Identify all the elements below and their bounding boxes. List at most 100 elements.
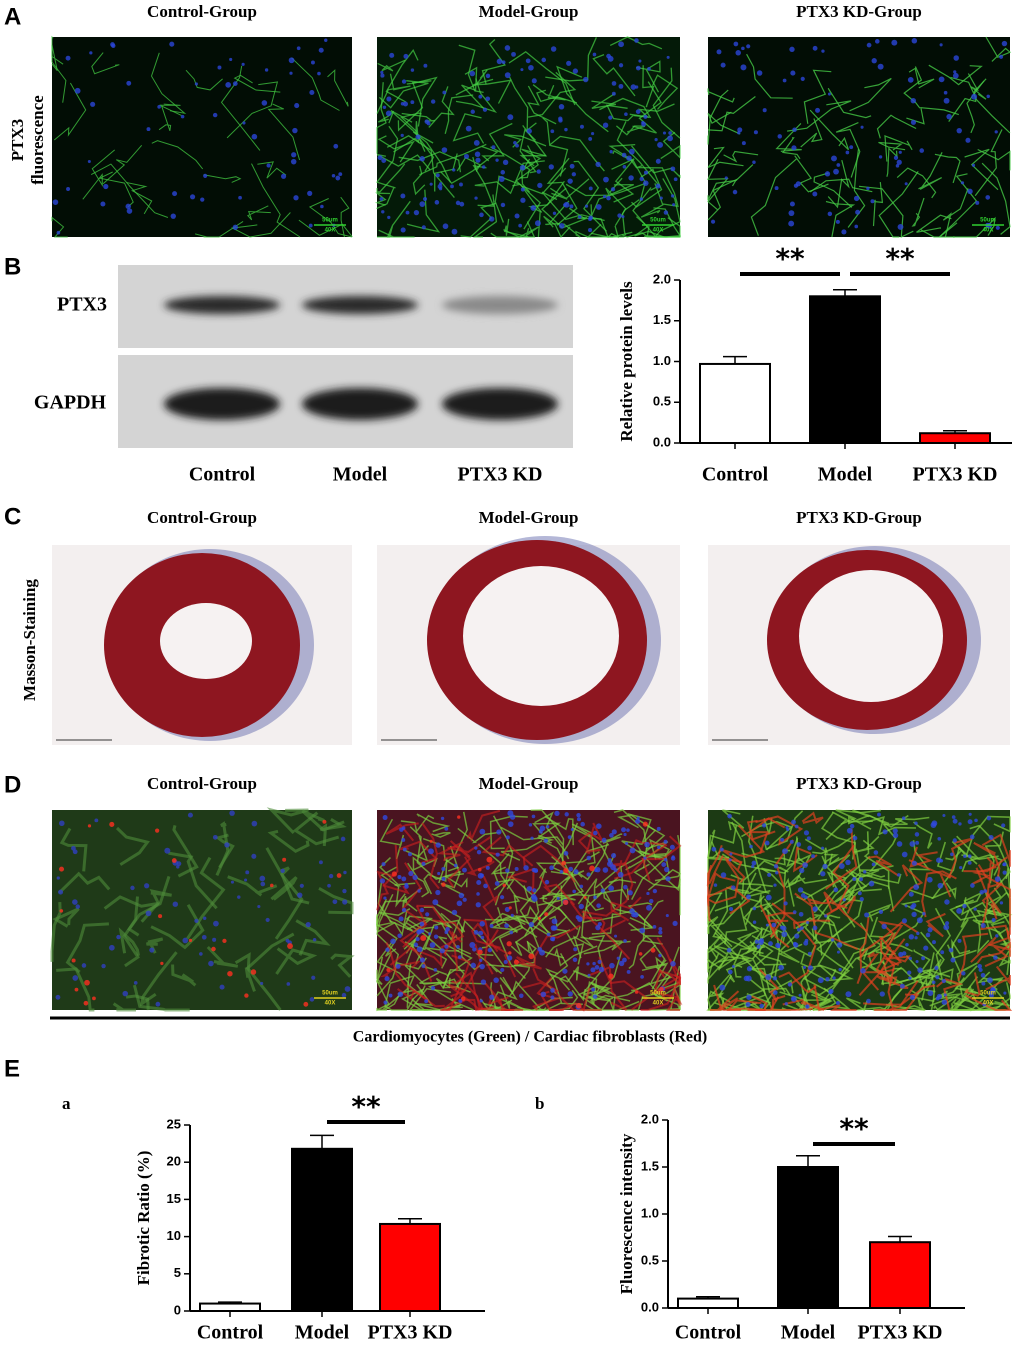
fiber [953, 1005, 1001, 1011]
nucleus [874, 39, 880, 44]
nucleus [937, 882, 944, 889]
nucleus [753, 130, 758, 135]
fiber [707, 892, 764, 955]
nucleus [286, 982, 291, 986]
fiber [742, 872, 762, 908]
fiber [975, 890, 1003, 917]
nucleus [634, 990, 639, 994]
nucleus [943, 90, 948, 95]
nucleus [614, 934, 618, 938]
fiber [542, 892, 579, 930]
nucleus [493, 977, 499, 983]
blot-label: GAPDH [34, 392, 107, 414]
fiber [598, 956, 649, 1011]
nucleus [259, 875, 266, 882]
nucleus [596, 903, 601, 908]
nucleus [72, 975, 79, 981]
fiber [102, 144, 143, 185]
nucleus [397, 991, 404, 997]
fiber [788, 874, 828, 886]
nucleus [639, 197, 644, 201]
nucleus [444, 944, 449, 949]
nucleus [433, 968, 438, 972]
fiber [292, 811, 340, 846]
nucleus [459, 182, 463, 187]
nucleus [927, 990, 934, 996]
nucleus [773, 883, 777, 887]
nucleus [1003, 991, 1007, 995]
nucleus [803, 940, 809, 946]
nucleus [518, 223, 523, 228]
nucleus [931, 980, 936, 985]
nucleus [401, 907, 407, 913]
nucleus [428, 932, 432, 936]
nucleus [934, 965, 939, 971]
nucleus [460, 996, 466, 1001]
nucleus [772, 990, 778, 995]
nucleus [638, 952, 643, 956]
magnification: 40X [983, 1001, 994, 1007]
fiber [707, 825, 738, 888]
nucleus [171, 858, 177, 863]
fiber [876, 975, 898, 985]
fiber [721, 824, 766, 865]
image-bg [377, 37, 680, 237]
nucleus [859, 877, 864, 882]
nucleus [477, 949, 483, 955]
nucleus [213, 920, 219, 927]
fiber [532, 822, 562, 844]
nucleus [84, 979, 90, 986]
nucleus [532, 888, 537, 893]
nucleus [498, 176, 505, 182]
nucleus [59, 909, 64, 913]
nucleus [172, 191, 178, 197]
nucleus [564, 127, 568, 132]
nucleus [576, 812, 581, 818]
fiber [466, 809, 501, 843]
significance: ** [839, 1112, 869, 1145]
scale-text: 50um [322, 991, 338, 997]
fiber [499, 984, 526, 1011]
nucleus [922, 912, 926, 916]
fiber [878, 171, 919, 238]
nucleus [514, 867, 519, 872]
nucleus [551, 918, 558, 925]
fiber [463, 918, 494, 975]
fiber [388, 915, 433, 933]
fiber [713, 933, 752, 971]
nucleus [608, 973, 614, 979]
nucleus [309, 997, 315, 1002]
fiber [376, 870, 393, 911]
nucleus [1002, 870, 1007, 875]
nucleus [257, 904, 261, 909]
nucleus [950, 852, 954, 857]
image-bg [708, 37, 1010, 237]
nucleus [780, 837, 785, 842]
nucleus [89, 51, 93, 55]
nucleus [735, 50, 741, 56]
fiber [906, 107, 959, 125]
nucleus [740, 64, 747, 71]
nucleus [983, 889, 988, 893]
nucleus [825, 976, 830, 982]
fiber [481, 836, 534, 867]
nucleus [327, 883, 331, 888]
nucleus [797, 887, 804, 893]
nucleus [232, 224, 238, 230]
fiber [778, 971, 817, 994]
fiber [539, 876, 576, 906]
nucleus [879, 991, 885, 997]
nucleus [550, 46, 557, 52]
nucleus [945, 921, 950, 926]
nucleus [796, 842, 802, 847]
fiber [376, 880, 393, 927]
x-tick-label: PTX3 KD [858, 1322, 943, 1344]
nucleus [621, 215, 625, 219]
nucleus [765, 923, 769, 927]
y-axis-label: Fluorescence intensity [617, 1133, 636, 1294]
micrograph [376, 809, 683, 1012]
nucleus [155, 828, 160, 833]
fiber [495, 915, 526, 928]
nucleus [401, 876, 407, 882]
y-tick-label: 1.5 [653, 312, 671, 327]
